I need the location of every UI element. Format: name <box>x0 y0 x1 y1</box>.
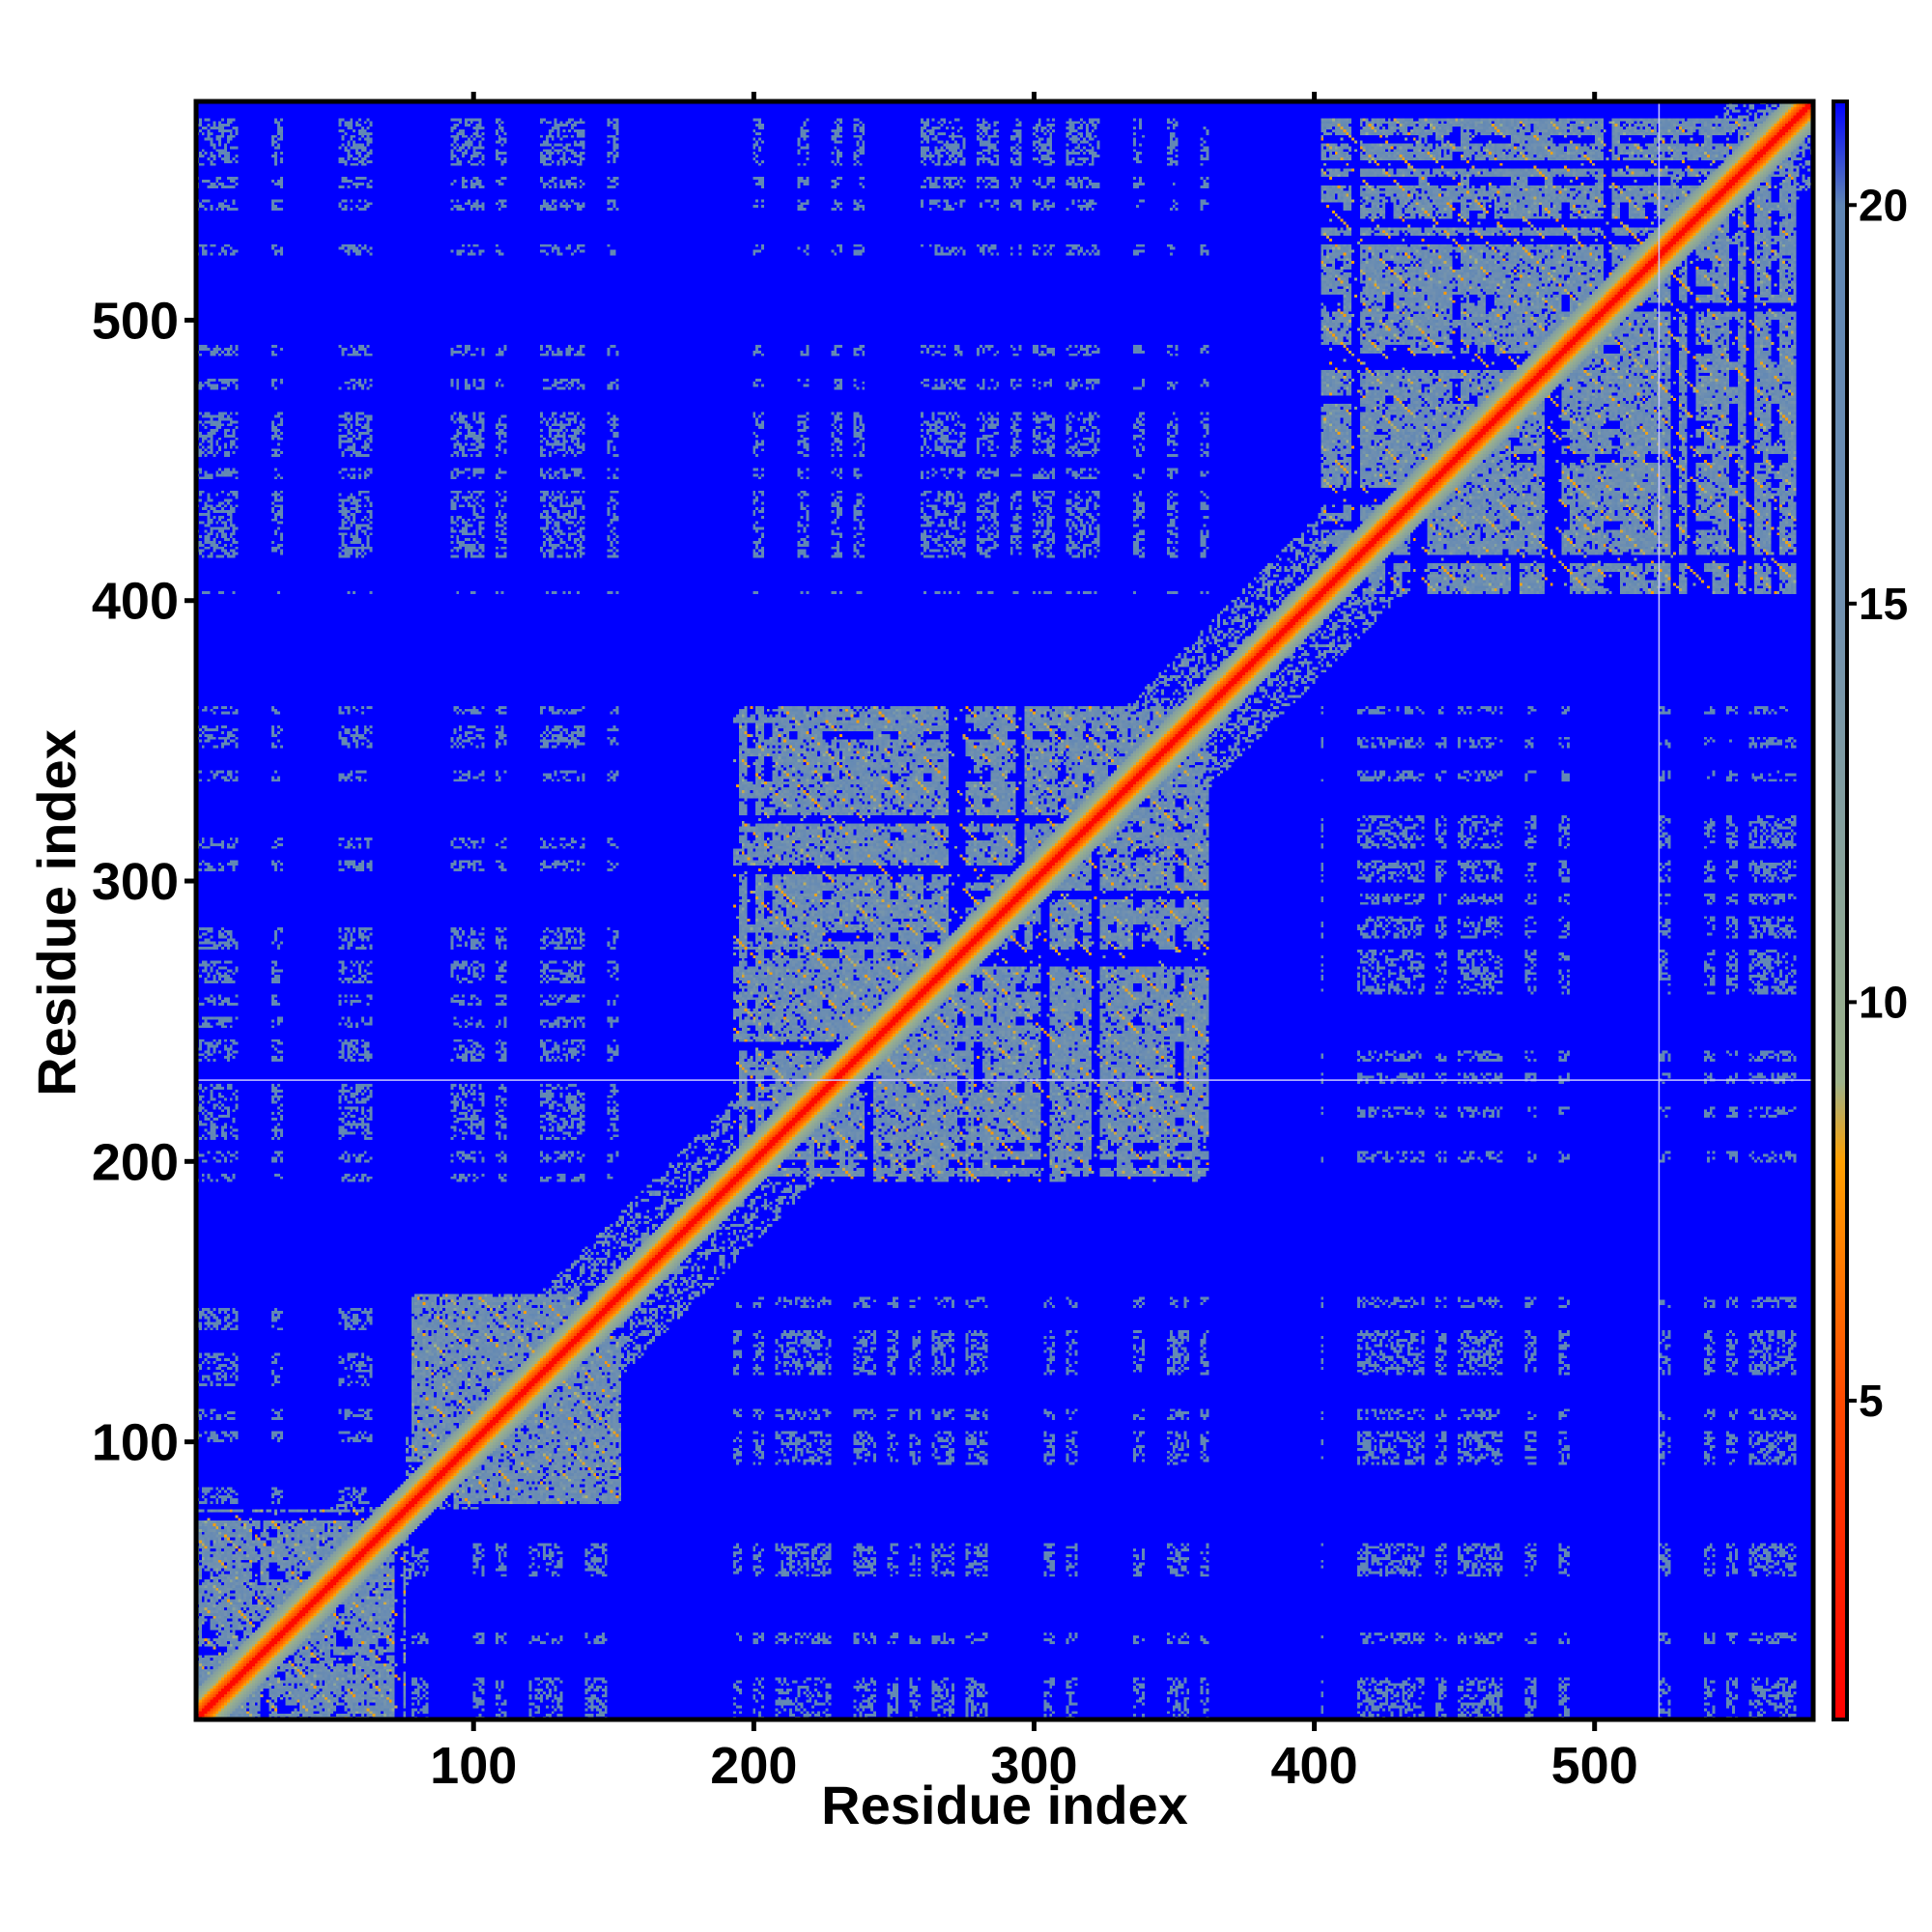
colorbar-tick-label: 10 <box>1859 977 1908 1027</box>
y-axis-title: Residue index <box>26 729 87 1096</box>
y-tick-label: 300 <box>92 853 179 911</box>
y-tick-label: 200 <box>92 1133 179 1191</box>
y-axis-ticks: 100 200 300 400 500 <box>92 292 196 1472</box>
x-tick-label: 500 <box>1551 1737 1638 1795</box>
y-tick-label: 400 <box>92 573 179 631</box>
colorbar-bar <box>1832 99 1849 1721</box>
colorbar-tick-label: 20 <box>1859 180 1908 230</box>
y-tick-label: 500 <box>92 292 179 350</box>
x-tick-label: 400 <box>1271 1737 1358 1795</box>
x-tick-label: 300 <box>990 1737 1077 1795</box>
colorbar: 5 10 15 20 <box>1832 99 1908 1721</box>
plot-frame <box>193 99 1816 1722</box>
x-tick-label: 100 <box>430 1737 517 1795</box>
y-tick-label: 100 <box>92 1414 179 1472</box>
colorbar-tick-label: 15 <box>1859 579 1908 629</box>
heatmap-area <box>193 99 1816 1722</box>
x-tick-label: 200 <box>710 1737 797 1795</box>
heatmap-cells <box>196 101 1813 1719</box>
x-axis-ticks: 100 200 300 400 500 <box>430 92 1638 1795</box>
colorbar-tick-label: 5 <box>1859 1376 1884 1426</box>
x-axis-title: Residue index <box>821 1775 1188 1835</box>
